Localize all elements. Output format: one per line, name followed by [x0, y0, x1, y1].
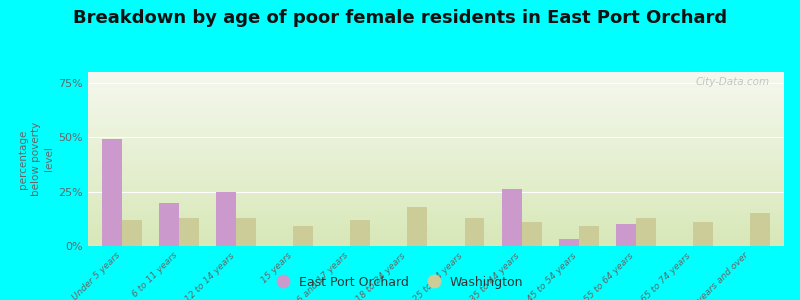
Text: City-Data.com: City-Data.com — [696, 77, 770, 87]
Bar — [502, 190, 522, 246]
Bar — [578, 226, 598, 246]
Y-axis label: percentage
below poverty
level: percentage below poverty level — [18, 122, 54, 196]
Bar — [122, 220, 142, 246]
Bar — [522, 222, 542, 246]
Bar — [294, 226, 314, 246]
Bar — [159, 202, 179, 246]
Legend: East Port Orchard, Washington: East Port Orchard, Washington — [271, 271, 529, 294]
Bar — [350, 220, 370, 246]
Bar — [216, 192, 236, 246]
Bar — [407, 207, 427, 246]
Bar — [102, 140, 122, 246]
Bar — [693, 222, 713, 246]
Bar — [636, 218, 656, 246]
Bar — [179, 218, 199, 246]
Bar — [465, 218, 485, 246]
Text: Breakdown by age of poor female residents in East Port Orchard: Breakdown by age of poor female resident… — [73, 9, 727, 27]
Bar — [558, 239, 578, 246]
Bar — [616, 224, 636, 246]
Bar — [236, 218, 256, 246]
Bar — [750, 213, 770, 246]
